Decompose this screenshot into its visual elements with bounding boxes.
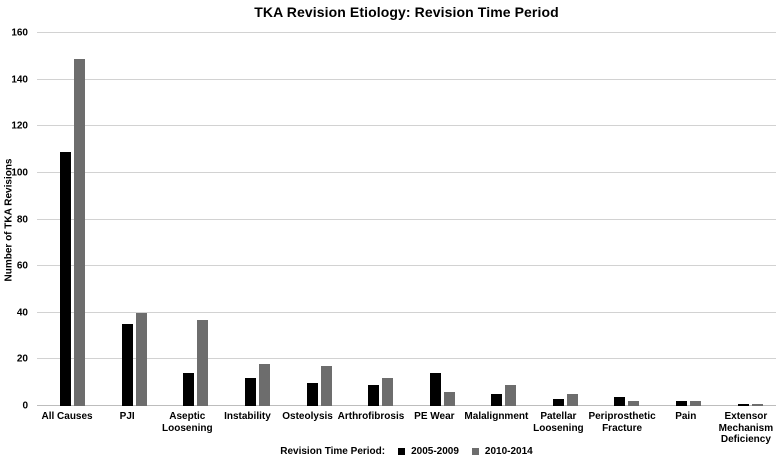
x-tick-label: Periprosthetic Fracture xyxy=(588,411,656,434)
gridline xyxy=(37,171,776,173)
gridline xyxy=(37,311,776,313)
gridline xyxy=(37,78,776,80)
bar xyxy=(505,385,517,406)
bar xyxy=(135,312,147,406)
bar xyxy=(552,399,564,406)
y-tick-label: 140 xyxy=(11,74,28,86)
y-tick-label: 100 xyxy=(11,167,28,179)
bar xyxy=(737,403,749,406)
legend-title: Revision Time Period: xyxy=(280,446,386,457)
bar-group xyxy=(350,33,412,406)
bar-group xyxy=(658,33,720,406)
bar xyxy=(690,401,702,406)
bar xyxy=(306,382,318,406)
x-axis-labels: All Causes PJI Aseptic Loosening Instability… xyxy=(37,411,776,446)
y-tick-label: 80 xyxy=(16,214,28,225)
y-tick-label: 20 xyxy=(16,353,28,365)
bar xyxy=(566,394,578,406)
bar-group xyxy=(227,33,289,406)
chart-title: TKA Revision Etiology: Revision Time Per… xyxy=(254,4,559,20)
y-tick-label: 40 xyxy=(16,307,28,319)
y-tick-label: 160 xyxy=(11,27,28,39)
bar xyxy=(259,364,271,406)
x-axis-line xyxy=(37,405,776,406)
bar xyxy=(429,373,441,406)
legend-item: 2010-2014 xyxy=(471,446,533,457)
bar xyxy=(382,378,394,406)
gridline xyxy=(37,358,776,360)
gridline xyxy=(37,125,776,127)
bar xyxy=(245,378,257,406)
x-tick-label: Pain xyxy=(675,411,697,422)
bars-layer xyxy=(42,33,780,406)
bar xyxy=(751,403,763,406)
bar-group xyxy=(288,33,350,406)
bar xyxy=(74,58,86,406)
gridline xyxy=(37,265,776,267)
plot-area: 0 20 40 60 80 100 120 140 160 xyxy=(11,28,776,412)
bar-group xyxy=(719,33,780,406)
bar xyxy=(183,373,195,406)
bar-group xyxy=(535,33,597,406)
bar-group xyxy=(104,33,166,406)
bar xyxy=(121,324,133,406)
x-tick-label: Instability xyxy=(224,411,271,422)
legend-marker xyxy=(398,448,406,455)
x-tick-label: Patellar Loosening xyxy=(533,411,584,434)
bar xyxy=(443,392,455,406)
bar-group xyxy=(473,33,535,406)
x-tick-label: Aseptic Loosening xyxy=(162,411,213,434)
legend: Revision Time Period: 2005-2009 2010-2014 xyxy=(37,446,776,457)
x-tick-label: Malalignment xyxy=(464,411,529,422)
bar-group xyxy=(42,33,104,406)
gridline xyxy=(37,218,776,220)
legend-item: 2005-2009 xyxy=(398,446,459,457)
bar xyxy=(60,151,72,406)
x-tick-label: PE Wear xyxy=(414,411,455,422)
bar xyxy=(197,319,209,406)
y-tick-label: 0 xyxy=(22,400,28,412)
x-tick-label: All Causes xyxy=(41,411,93,422)
x-tick-label: Extensor Mechanism Deficiency xyxy=(718,411,774,445)
bar xyxy=(628,401,640,406)
bar-group xyxy=(596,33,658,406)
bar-group xyxy=(411,33,473,406)
legend-label: 2005-2009 xyxy=(411,446,459,457)
y-tick-label: 120 xyxy=(11,120,28,132)
x-tick-label: PJI xyxy=(119,411,135,422)
bar xyxy=(614,396,626,406)
bar xyxy=(368,385,380,406)
legend-label: 2010-2014 xyxy=(484,446,533,457)
bar xyxy=(491,394,503,406)
bar xyxy=(676,401,688,406)
x-tick-label: Arthrofibrosis xyxy=(337,411,405,422)
y-tick-label: 60 xyxy=(16,260,28,272)
gridline xyxy=(37,32,776,33)
bar-group xyxy=(165,33,227,406)
x-tick-label: Osteolysis xyxy=(282,411,333,422)
legend-marker xyxy=(471,448,479,455)
bar xyxy=(320,366,332,406)
